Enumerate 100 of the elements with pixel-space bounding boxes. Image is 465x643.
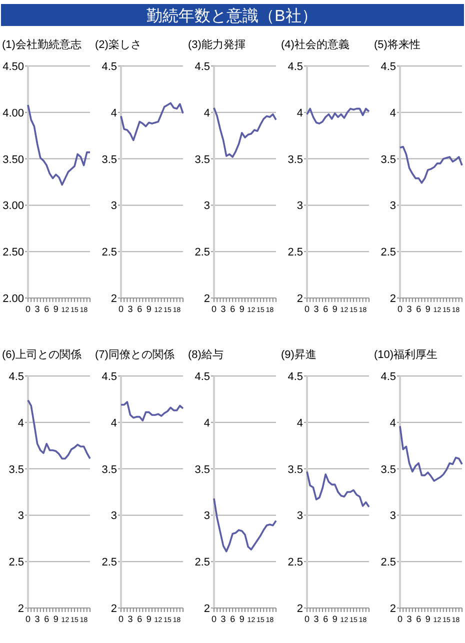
line-series <box>399 425 463 482</box>
chart-title: (8)給与 <box>188 348 224 361</box>
y-tick-label: 3 <box>204 510 210 522</box>
y-tick-label: 2 <box>110 603 117 615</box>
y-tick-label: 3.5 <box>102 464 117 476</box>
x-tick-label: 0 <box>211 614 217 624</box>
x-tick-label: 6 <box>230 614 236 624</box>
y-tick-label: 2.5 <box>8 556 24 569</box>
y-tick-label: 4 <box>18 417 24 430</box>
y-tick-label: 3 <box>110 510 117 522</box>
x-tick-label: 0 <box>397 614 403 624</box>
x-tick-label: 9 <box>425 614 430 624</box>
y-tick-label: 3.5 <box>288 154 303 166</box>
y-tick-label: 2 <box>390 603 396 615</box>
x-tick-label: 6 <box>323 304 328 314</box>
x-tick-label: 3 <box>128 304 133 314</box>
x-tick-label: 6 <box>323 614 328 624</box>
y-tick-label: 3 <box>296 510 303 522</box>
y-tick-label: 4.5 <box>8 371 24 383</box>
chart-title: (6)上司との関係 <box>2 348 82 361</box>
y-tick-label: 3 <box>390 510 396 522</box>
x-tick-label: 6 <box>416 304 422 314</box>
y-tick-label: 4.00 <box>2 107 24 120</box>
x-tick-label: 3 <box>314 304 319 314</box>
x-tick-label: 9 <box>53 614 58 624</box>
y-tick-label: 3.5 <box>288 464 303 476</box>
line-series <box>27 399 91 460</box>
x-tick-label: 6 <box>137 614 142 624</box>
y-tick-label: 2 <box>18 603 24 615</box>
chart-title: (1)会社勤続意志 <box>2 38 82 51</box>
chart-title: (3)能力発揮 <box>188 38 246 51</box>
x-tick-label: 9 <box>53 304 58 314</box>
x-tick-label: 3 <box>406 614 412 624</box>
y-tick-label: 4 <box>110 417 117 430</box>
y-tick-label: 4 <box>296 417 303 430</box>
y-tick-label: 2.00 <box>2 293 24 305</box>
y-tick-label: 4 <box>204 107 210 120</box>
x-tick-label: 9 <box>332 614 338 624</box>
line-series <box>306 470 370 508</box>
chart-title: (5)将来性 <box>374 38 420 51</box>
x-tick-label: 0 <box>118 614 124 624</box>
y-tick-label: 3.00 <box>2 200 24 212</box>
x-tick-label: 6 <box>44 614 50 624</box>
y-tick-label: 4.5 <box>194 371 210 383</box>
y-tick-label: 4 <box>204 417 210 430</box>
line-series <box>120 401 184 422</box>
x-tick-label: 6 <box>230 304 236 314</box>
x-tick-label: 3 <box>314 614 319 624</box>
y-tick-label: 3.5 <box>8 464 24 476</box>
y-tick-label: 4 <box>390 417 396 430</box>
x-tick-label: 6 <box>137 304 142 314</box>
chart-title: (2)楽しさ <box>95 39 142 51</box>
y-tick-label: 4 <box>390 107 396 120</box>
line-series <box>27 104 91 186</box>
x-tick-label: 0 <box>25 614 31 624</box>
y-tick-label: 2.5 <box>102 246 117 259</box>
y-tick-label: 2 <box>296 603 303 615</box>
y-tick-label: 3.5 <box>194 464 210 476</box>
x-tick-label: 0 <box>211 304 217 314</box>
line-series <box>120 102 184 142</box>
chart-title: (4)社会的意義 <box>281 38 350 51</box>
x-tick-label: 0 <box>118 304 124 314</box>
y-tick-label: 4.5 <box>102 61 117 73</box>
y-tick-label: 4.5 <box>288 61 303 73</box>
y-tick-label: 4.5 <box>380 371 396 383</box>
y-tick-label: 4 <box>110 107 117 120</box>
line-series <box>399 146 463 184</box>
y-tick-label: 2 <box>204 293 210 305</box>
y-tick-label: 2 <box>204 603 210 615</box>
y-tick-label: 2.5 <box>194 246 210 259</box>
x-tick-label: 9 <box>425 304 430 314</box>
x-tick-label: 3 <box>406 304 412 314</box>
y-tick-label: 2.5 <box>194 556 210 569</box>
y-tick-label: 2.5 <box>380 246 396 259</box>
x-tick-label: 9 <box>239 304 244 314</box>
y-tick-label: 3.5 <box>194 154 210 166</box>
line-series <box>213 498 277 552</box>
x-tick-label: 6 <box>416 614 422 624</box>
y-tick-label: 3 <box>18 510 24 522</box>
y-tick-label: 3.5 <box>380 154 396 166</box>
y-tick-label: 3.50 <box>2 154 24 166</box>
y-tick-label: 2.5 <box>380 556 396 569</box>
y-tick-label: 3.5 <box>102 154 117 166</box>
x-tick-label: 3 <box>220 614 226 624</box>
x-tick-label: 9 <box>332 304 338 314</box>
x-tick-label: 3 <box>34 304 40 314</box>
line-series <box>213 106 277 158</box>
y-tick-label: 3.5 <box>380 464 396 476</box>
y-tick-label: 4.5 <box>194 61 210 73</box>
y-tick-label: 4 <box>296 107 303 120</box>
chart-title: (7)同僚との関係 <box>95 349 174 361</box>
x-tick-label: 9 <box>239 614 244 624</box>
x-tick-label: 0 <box>304 614 310 624</box>
line-series <box>306 108 370 124</box>
y-tick-label: 2 <box>390 293 396 305</box>
y-tick-label: 2.5 <box>288 246 303 259</box>
x-tick-label: 3 <box>128 614 133 624</box>
y-tick-label: 2 <box>296 293 303 305</box>
y-tick-label: 3 <box>204 200 210 212</box>
y-tick-label: 4.5 <box>288 371 303 383</box>
